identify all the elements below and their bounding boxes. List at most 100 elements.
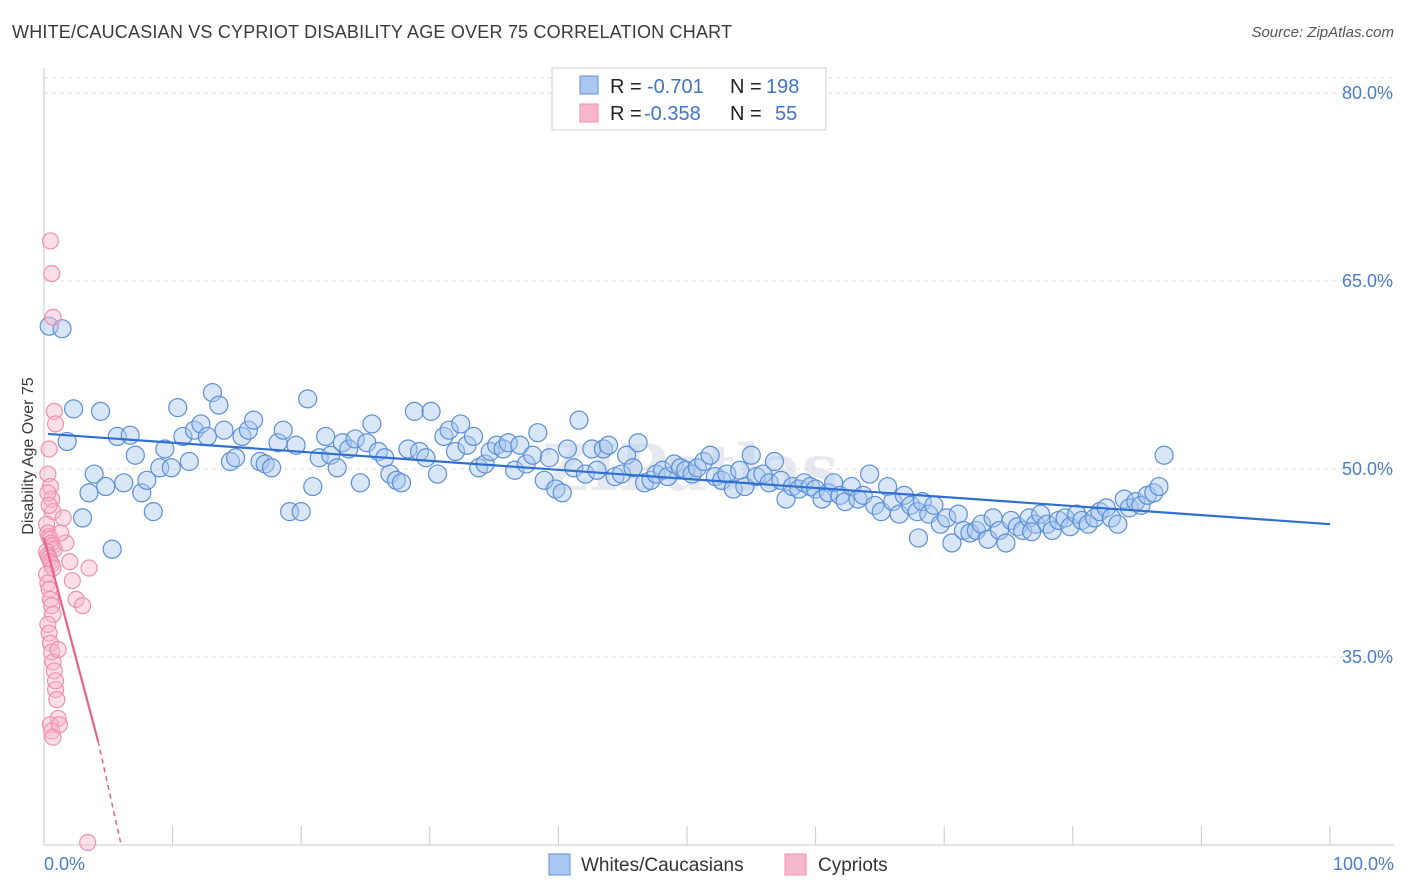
cypriot-point xyxy=(39,615,57,634)
white-caucasian-point xyxy=(72,508,93,528)
cypriot-point xyxy=(39,465,57,483)
white-caucasian-point xyxy=(96,476,116,497)
white-caucasian-point xyxy=(860,464,880,484)
cypriot-point xyxy=(50,716,69,734)
cypriot-trendline xyxy=(42,537,100,742)
white-caucasian-point xyxy=(291,502,311,522)
white-caucasian-point xyxy=(386,470,406,490)
y-axis-title: Disability Age Over 75 xyxy=(20,377,37,535)
white-caucasian-point xyxy=(350,473,370,493)
white-caucasian-point xyxy=(114,473,134,493)
y-tick-label: 35.0% xyxy=(1342,647,1393,667)
white-caucasian-point xyxy=(575,464,596,484)
white-caucasian-point xyxy=(273,420,293,440)
white-caucasian-point xyxy=(262,458,282,478)
white-caucasian-point xyxy=(226,448,246,468)
legend-n-value-white: 198 xyxy=(766,76,799,98)
legend-n-label-white: N = xyxy=(730,76,762,98)
white-caucasian-point xyxy=(434,426,454,447)
legend-r-value-cypriot: -0.358 xyxy=(644,103,701,125)
bottom-legend-label-cypriot[interactable]: Cypriots xyxy=(818,855,888,876)
white-caucasian-point xyxy=(280,502,300,522)
white-caucasian-point xyxy=(587,460,607,480)
cypriot-point xyxy=(46,672,65,690)
white-caucasian-trendline xyxy=(47,432,1331,526)
legend-n-label-cypriot: N = xyxy=(730,103,762,125)
chart-title: WHITE/CAUCASIAN VS CYPRIOT DISABILITY AG… xyxy=(12,22,733,42)
cypriot-point xyxy=(46,415,65,433)
legend-n-value-cypriot: 55 xyxy=(775,103,797,125)
x-tick-label: 100.0% xyxy=(1333,854,1394,874)
white-caucasian-point xyxy=(168,398,188,418)
cypriot-point xyxy=(63,571,81,590)
cypriot-point xyxy=(79,833,97,852)
white-caucasian-point xyxy=(1031,504,1051,524)
white-caucasian-point xyxy=(510,435,530,455)
bottom-legend-label-white[interactable]: Whites/Caucasians xyxy=(581,855,744,876)
white-caucasian-point xyxy=(523,445,543,465)
white-caucasian-point xyxy=(214,420,234,440)
white-caucasian-point xyxy=(569,410,589,430)
axes xyxy=(43,68,1394,846)
cypriot-point xyxy=(67,590,85,608)
white-caucasian-point xyxy=(1037,514,1057,534)
white-caucasian-point xyxy=(327,458,347,478)
white-caucasian-point xyxy=(445,441,466,462)
legend-r-label-white: R = xyxy=(610,76,642,98)
trend-lines xyxy=(42,432,1331,846)
white-caucasian-point xyxy=(155,439,175,459)
white-caucasian-point xyxy=(764,451,785,472)
legend-r-label-cypriot: R = xyxy=(610,103,642,125)
cypriot-point xyxy=(43,597,61,615)
legend-swatch-white xyxy=(579,75,599,95)
white-caucasian-point xyxy=(427,464,448,484)
cypriot-point xyxy=(40,496,58,514)
white-caucasian-point xyxy=(179,451,199,472)
white-caucasian-point xyxy=(102,539,122,559)
white-caucasian-point xyxy=(345,429,365,449)
white-caucasian-point xyxy=(120,425,140,445)
cypriot-point xyxy=(44,605,62,624)
white-caucasian-point xyxy=(557,439,578,459)
bottom-legend-swatch-cypriot[interactable] xyxy=(784,853,807,876)
white-caucasian-point xyxy=(286,435,306,455)
white-caucasian-point xyxy=(209,395,229,415)
white-caucasian-point xyxy=(316,426,336,447)
gridlines xyxy=(44,77,1394,658)
legend-swatch-cypriot xyxy=(579,103,599,123)
white-caucasian-point xyxy=(90,401,111,421)
white-caucasian-point xyxy=(528,423,548,443)
white-caucasian-point xyxy=(616,445,637,465)
white-caucasian-point xyxy=(137,470,157,490)
white-caucasian-point xyxy=(451,414,471,434)
white-caucasian-point xyxy=(907,502,927,522)
cypriot-point xyxy=(40,440,58,458)
white-caucasian-point xyxy=(250,451,270,472)
white-caucasian-point xyxy=(776,489,796,509)
white-caucasian-point xyxy=(593,439,614,459)
cypriot-point xyxy=(41,232,60,250)
white-caucasian-point xyxy=(908,528,929,548)
white-caucasian-point xyxy=(238,420,259,440)
white-caucasian-point xyxy=(1149,476,1169,497)
cypriot-point xyxy=(54,509,72,527)
white-caucasian-point xyxy=(824,473,844,493)
white-caucasian-point xyxy=(191,414,211,434)
white-caucasian-point xyxy=(202,382,223,403)
white-caucasian-point xyxy=(723,479,743,499)
white-caucasian-point xyxy=(84,464,104,484)
white-caucasian-point xyxy=(1022,522,1042,542)
cypriot-point xyxy=(57,534,75,552)
x-tick-label: 0.0% xyxy=(44,854,85,874)
white-caucasian-point xyxy=(759,473,779,493)
white-caucasian-point xyxy=(125,445,145,465)
white-caucasian-point xyxy=(463,426,484,447)
cypriot-point xyxy=(49,640,67,659)
white-caucasian-point xyxy=(789,479,809,499)
bottom-legend-swatch-white[interactable] xyxy=(548,853,571,876)
white-caucasian-point xyxy=(339,439,359,459)
white-caucasian-point xyxy=(996,533,1016,553)
white-caucasian-point xyxy=(623,458,643,478)
cypriot-trendline-extension xyxy=(97,740,122,846)
white-caucasian-point xyxy=(937,508,957,528)
